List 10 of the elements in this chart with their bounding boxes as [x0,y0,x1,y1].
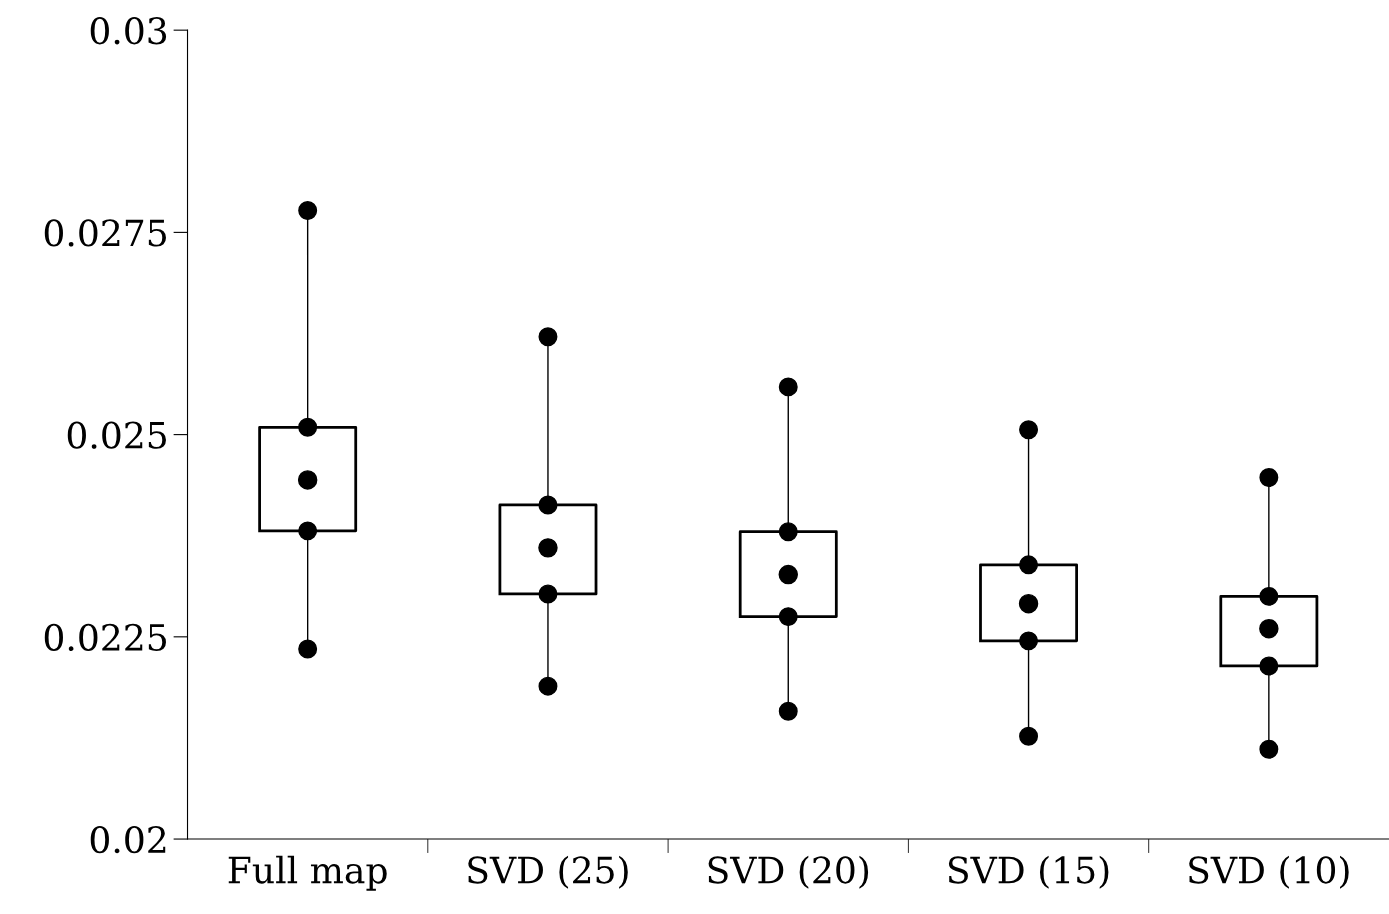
x-tick-label: Full map [228,855,387,891]
y-tick-label: 0.03 [90,17,167,45]
y-tick-label: 0.025 [67,421,166,449]
x-tick-label: SVD (20) [708,855,869,889]
y-tick-label: 0.0275 [44,219,166,247]
x-tick-label: SVD (15) [948,855,1109,889]
x-tick-label: SVD (25) [468,855,628,889]
y-tick-label: 0.02 [90,825,166,854]
x-tick-label: SVD (10) [1189,855,1349,889]
y-tick-label: 0.0225 [44,623,166,652]
